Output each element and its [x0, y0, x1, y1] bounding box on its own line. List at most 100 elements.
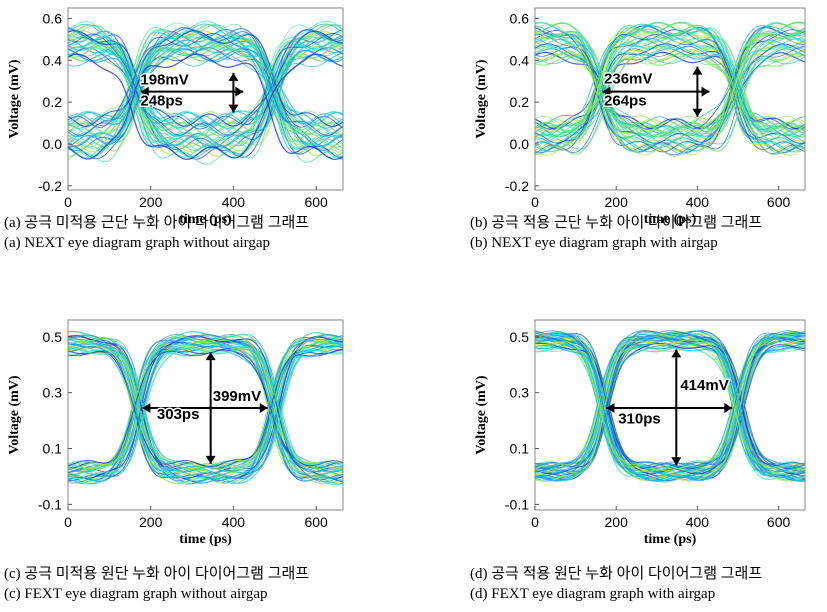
eye-trace	[535, 340, 805, 473]
eye-trace	[535, 54, 805, 156]
eye-trace	[535, 342, 805, 475]
x-tick-label: 0	[64, 514, 72, 530]
eye-trace	[535, 344, 805, 482]
eye-trace	[535, 22, 805, 138]
y-tick-label: 0.0	[43, 136, 63, 152]
eye-trace	[68, 338, 343, 485]
eye-trace	[68, 28, 343, 136]
eye-trace	[535, 51, 805, 130]
width-arrow-head-left	[142, 403, 151, 414]
x-axis-label: time (ps)	[644, 532, 697, 547]
eye-trace	[535, 45, 805, 133]
caption-d-korean: (d) 공극 적용 원단 누화 아이 다이어그램 그래프	[470, 566, 763, 582]
x-tick-label: 0	[531, 514, 539, 530]
eye-panel-c: -0.1 0.1 0.3 0.5 0 200 400 600 time (ps) Voltage …	[7, 319, 344, 547]
eye-trace	[535, 331, 805, 472]
eye-trace	[68, 331, 343, 483]
eye-width-label: 303ps	[157, 406, 200, 423]
eye-trace	[68, 35, 343, 130]
height-arrow-head-top	[228, 72, 239, 81]
eye-trace	[535, 43, 805, 144]
eye-trace	[68, 338, 343, 485]
eye-trace	[535, 333, 805, 483]
eye-trace	[535, 21, 805, 133]
x-tick-label: 400	[686, 194, 710, 210]
eye-trace	[68, 347, 343, 480]
eye-trace	[535, 33, 805, 138]
width-arrow-head-right	[701, 86, 710, 97]
y-tick-label: 0.4	[43, 52, 63, 68]
x-tick-label: 600	[767, 194, 791, 210]
plot-frame	[67, 319, 344, 511]
eye-trace	[68, 20, 343, 151]
x-tick-label: 200	[139, 194, 163, 210]
x-tick-label: 400	[222, 194, 246, 210]
x-tick-label: 600	[304, 194, 328, 210]
eye-trace	[68, 50, 343, 132]
x-tick-label: 0	[531, 194, 539, 210]
eye-trace	[68, 43, 343, 136]
height-arrow-head-bottom	[671, 457, 682, 466]
y-axis-label: Voltage (mV)	[474, 59, 489, 139]
y-tick-label: 0.1	[43, 441, 63, 457]
y-tick-label: -0.1	[38, 496, 62, 512]
x-tick-label: 200	[139, 514, 163, 530]
eye-trace	[68, 46, 343, 148]
eye-trace	[535, 338, 805, 476]
eye-trace	[535, 38, 805, 137]
eye-trace	[68, 342, 343, 483]
plot-frame	[67, 7, 344, 191]
y-tick-label: 0.5	[43, 329, 63, 345]
eye-trace	[535, 33, 805, 138]
eye-width-label: 310ps	[618, 410, 661, 427]
x-axis-label: time (ps)	[179, 532, 232, 547]
eye-height-label: 414mV	[680, 377, 728, 394]
width-arrow-head-right	[259, 403, 268, 414]
eye-trace	[535, 28, 805, 152]
caption-d-english: (d) FEXT eye diagram graph with airgap	[470, 586, 716, 602]
eye-panel-d: -0.1 0.1 0.3 0.5 0 200 400 600 time (ps) Voltage …	[474, 319, 806, 547]
x-tick-label: 0	[64, 194, 72, 210]
eye-traces	[535, 330, 805, 483]
x-tick-label: 600	[304, 514, 328, 530]
x-tick-label: 200	[605, 514, 629, 530]
height-arrow-head-bottom	[228, 104, 239, 113]
eye-trace	[68, 34, 343, 125]
eye-trace	[68, 30, 343, 127]
eye-trace	[68, 28, 343, 136]
eye-trace	[68, 24, 343, 152]
eye-trace	[535, 33, 805, 130]
plot-frame	[534, 319, 806, 511]
caption-a-english: (a) NEXT eye diagram graph without airga…	[4, 235, 271, 251]
eye-trace	[68, 334, 343, 475]
y-tick-label: 0.3	[43, 385, 63, 401]
eye-trace	[68, 53, 343, 161]
eye-trace	[535, 25, 805, 154]
eye-trace	[68, 38, 343, 126]
x-tick-label: 600	[767, 514, 791, 530]
height-arrow-head-bottom	[205, 455, 216, 464]
eye-trace	[68, 45, 343, 150]
eye-trace	[68, 53, 343, 160]
eye-width-label: 248ps	[140, 92, 183, 109]
height-arrow-head-top	[205, 352, 216, 361]
eye-width-label: 264ps	[604, 92, 647, 109]
eye-traces	[68, 331, 343, 485]
eye-trace	[68, 48, 343, 138]
eye-trace	[68, 335, 343, 470]
eye-panel-a: -0.2 0.0 0.2 0.4 0.6 0 200 400 600 time (ps) Volta…	[7, 7, 344, 227]
width-arrow-head-right	[235, 86, 244, 97]
x-tick-label: 400	[222, 514, 246, 530]
eye-traces	[68, 20, 343, 165]
width-arrow-head-left	[140, 86, 149, 97]
eye-trace	[68, 341, 343, 483]
eye-trace	[535, 340, 805, 473]
eye-panel-b: -0.2 0.0 0.2 0.4 0.6 0 200 400 600 time (ps) Volta…	[474, 7, 806, 227]
y-tick-label: -0.2	[38, 178, 62, 194]
x-axis-label: time (ps)	[179, 212, 232, 227]
eye-height-label: 236mV	[604, 70, 652, 87]
width-arrow-head-left	[606, 403, 615, 414]
y-tick-label: -0.2	[505, 178, 529, 194]
